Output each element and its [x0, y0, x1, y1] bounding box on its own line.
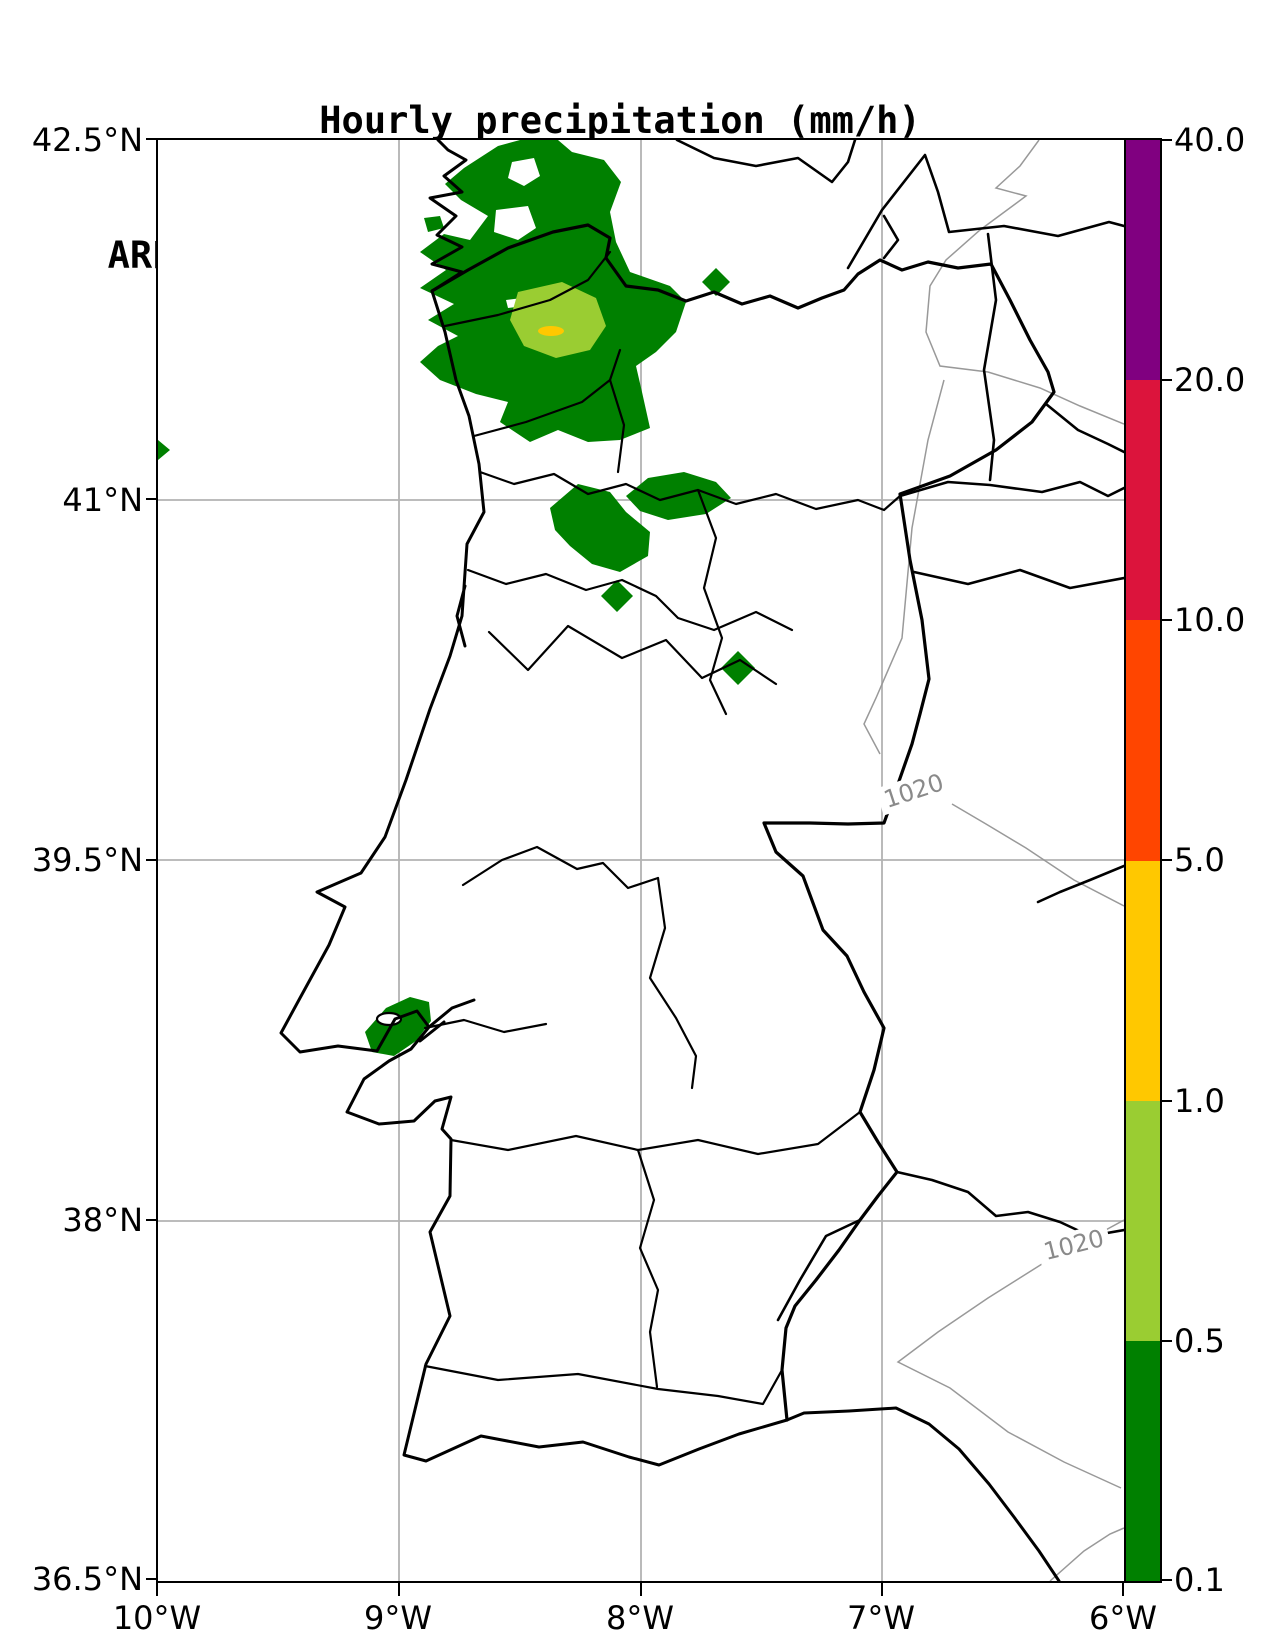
precip-cell-diamond-2	[721, 651, 755, 685]
precip-patch-41n-west	[550, 484, 650, 572]
precipitation-layer	[158, 140, 755, 1056]
precip-cell-diamond-1	[601, 580, 633, 612]
colorbar-label-5: 5.0	[1174, 841, 1225, 879]
colorbar-label-10: 10.0	[1174, 601, 1246, 639]
lon-label-7w: 7°W	[847, 1599, 915, 1637]
precip-patch-moderate-core	[510, 282, 606, 358]
colorbar-segment-20-40	[1126, 140, 1160, 381]
coastline	[279, 140, 1061, 1581]
colorbar-label-1: 1.0	[1174, 1082, 1225, 1120]
spanish-province-boundaries	[675, 140, 1124, 1322]
lon-label-10w: 10°W	[112, 1599, 202, 1637]
precip-patch-setubal	[365, 997, 431, 1056]
colorbar-segment-0-1-0-5	[1126, 1340, 1160, 1582]
lon-tick-9w	[398, 1583, 400, 1596]
lat-tick-42-5	[146, 138, 158, 140]
title-line-1: Hourly precipitation (mm/h)	[319, 99, 921, 142]
colorbar-tick-0-5	[1162, 1340, 1172, 1342]
lat-tick-39-5	[146, 859, 158, 861]
lat-label-41n: 41°N	[62, 481, 143, 519]
colorbar-segment-5-10	[1126, 620, 1160, 861]
lon-label-6w: 6°W	[1089, 1599, 1157, 1637]
colorbar-segment-10-20	[1126, 380, 1160, 621]
lat-tick-36-5	[146, 1578, 158, 1580]
lon-tick-10w	[156, 1583, 158, 1596]
lon-label-9w: 9°W	[364, 1599, 432, 1637]
isobar-label-lower: 1020	[1041, 1224, 1107, 1266]
lon-tick-6w	[1122, 1583, 1124, 1596]
map-plot-area: 1020 1020	[156, 138, 1126, 1583]
precip-speck-west-edge	[158, 440, 170, 460]
colorbar-tick-10	[1162, 619, 1172, 621]
lon-label-8w: 8°W	[606, 1599, 674, 1637]
lat-tick-41	[146, 498, 158, 500]
precip-cell-diamond-3	[702, 268, 730, 296]
precip-heavy-spot	[538, 326, 564, 336]
lat-label-36-5n: 36.5°N	[31, 1560, 143, 1598]
colorbar-tick-5	[1162, 859, 1172, 861]
colorbar-label-0-1: 0.1	[1174, 1561, 1225, 1599]
district-boundaries	[423, 250, 902, 1406]
lon-tick-8w	[640, 1583, 642, 1596]
colorbar-segment-1-5	[1126, 860, 1160, 1101]
lon-tick-7w	[881, 1583, 883, 1596]
colorbar-tick-0-1	[1162, 1579, 1172, 1581]
isobar-label-upper: 1020	[880, 768, 947, 814]
lat-label-42-5n: 42.5°N	[31, 121, 143, 159]
map-canvas: 1020 1020	[158, 140, 1124, 1581]
sado-lagoon-outline	[375, 1011, 403, 1027]
colorbar-label-0-5: 0.5	[1174, 1322, 1225, 1360]
colorbar-label-20: 20.0	[1174, 361, 1246, 399]
precipitation-colorbar	[1124, 138, 1162, 1583]
lat-tick-38	[146, 1219, 158, 1221]
colorbar-tick-40	[1162, 139, 1172, 141]
gridlines	[158, 140, 1124, 1581]
colorbar-label-40: 40.0	[1174, 121, 1246, 159]
spain-portugal-border	[430, 223, 1056, 1422]
colorbar-tick-20	[1162, 379, 1172, 381]
colorbar-segment-0-5-1	[1126, 1100, 1160, 1341]
lat-label-38n: 38°N	[62, 1201, 143, 1239]
colorbar-tick-1	[1162, 1100, 1172, 1102]
lat-label-39-5n: 39.5°N	[31, 841, 143, 879]
isobar-contours	[863, 140, 1124, 1581]
coastline-layer	[279, 140, 1124, 1581]
isobar-labels: 1020 1020	[875, 766, 1113, 1268]
